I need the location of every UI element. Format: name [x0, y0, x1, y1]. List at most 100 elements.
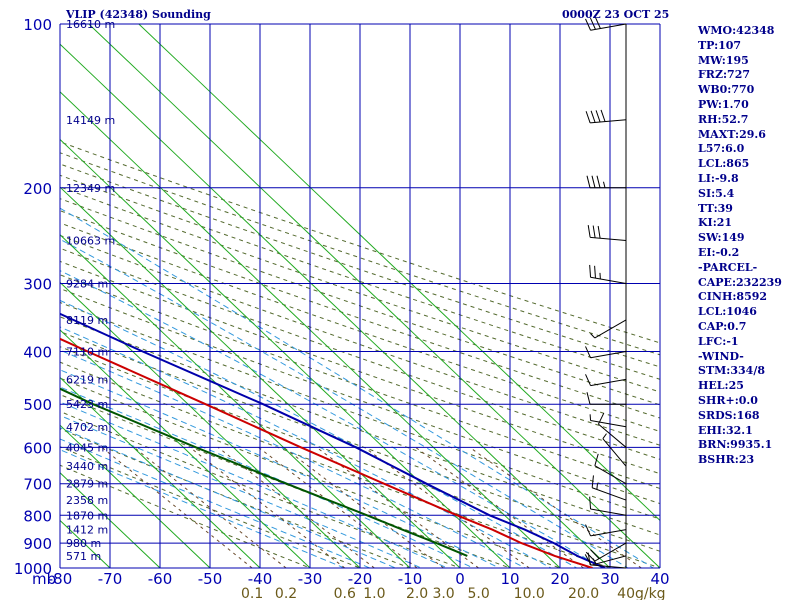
moist-adiabat — [60, 427, 397, 568]
dry-adiabat — [60, 428, 412, 568]
dry-adiabat — [60, 234, 660, 446]
wind-barb — [585, 109, 627, 124]
index-value: SW:149 — [698, 231, 745, 245]
moist-adiabat — [60, 207, 655, 568]
wind-barb-full — [586, 175, 591, 188]
pressure-tick-label: 800 — [23, 507, 52, 525]
mixing-ratio-label: 0.1 — [241, 586, 263, 600]
index-value: -WIND- — [698, 349, 744, 363]
pressure-labels: 100 200 300 400 500 600 700 800 900 1000 — [14, 16, 52, 578]
dewpoint-profile-line — [60, 387, 468, 557]
height-label: 9284 m — [66, 278, 108, 291]
index-value: CINH:8592 — [698, 290, 768, 304]
height-label: 2358 m — [66, 494, 108, 507]
height-label: 5423 m — [66, 398, 108, 411]
moist-adiabat — [60, 270, 604, 568]
wind-barb-staff — [590, 564, 627, 569]
parcel-profile-line — [60, 312, 606, 568]
wind-barb — [587, 225, 627, 241]
index-value: L57:6.0 — [698, 142, 745, 156]
mixing-ratio-labels: 0.1 0.2 0.6 1.0 2.0 3.0 5.0 10.0 20.0 40g/kg — [241, 586, 666, 600]
mixing-ratio-line — [364, 446, 530, 568]
wind-barb-staff — [590, 236, 627, 241]
temperature-tick-label: 0 — [455, 570, 465, 588]
index-value: HEL:25 — [698, 379, 744, 393]
mixing-ratio-label: 0.6 — [334, 586, 356, 600]
isotherm — [60, 472, 161, 568]
wind-barb-staff — [591, 555, 627, 566]
index-value: LI:-9.8 — [698, 171, 739, 185]
index-value: BRN:9935.1 — [698, 438, 773, 452]
height-label: 4702 m — [66, 421, 108, 434]
wind-barb-full — [590, 549, 600, 559]
temperature-tick-label: 40 — [650, 570, 669, 588]
pressure-unit-label: mb — [32, 570, 56, 588]
mixing-ratio-line — [415, 446, 584, 568]
wind-barb-full — [584, 554, 592, 566]
dry-adiabat — [60, 410, 462, 568]
index-value: LCL:1046 — [698, 305, 757, 319]
wind-barb-full — [594, 265, 596, 279]
height-label: 980 m — [66, 537, 101, 550]
index-value: BSHR:23 — [698, 453, 755, 467]
dry-adiabat — [60, 247, 660, 460]
wind-barb-full — [595, 110, 601, 123]
wind-barb — [585, 524, 627, 537]
wind-barb-full — [597, 225, 601, 239]
wind-barb — [594, 453, 627, 485]
wind-barb-full — [594, 17, 601, 29]
isotherm — [88, 24, 660, 568]
wind-barb-staff — [594, 319, 627, 339]
wind-barb — [585, 17, 627, 31]
pressure-tick-label: 600 — [23, 439, 52, 457]
pressure-tick-label: 500 — [23, 396, 52, 414]
temperature-tick-label: -20 — [348, 570, 373, 588]
isotherm — [138, 24, 660, 522]
index-value: STM:334/8 — [698, 364, 765, 378]
wind-barb-half — [590, 333, 596, 339]
wind-barb-full — [587, 225, 591, 238]
index-value: CAP:0.7 — [698, 319, 747, 333]
index-value: CAPE:232239 — [698, 275, 782, 289]
temperature-tick-label: -30 — [298, 570, 323, 588]
index-value: KI:21 — [698, 216, 733, 230]
mixing-ratio-label: 3.0 — [432, 586, 454, 600]
height-label: 14149 m — [66, 114, 115, 127]
height-label: 12349 m — [66, 182, 115, 195]
height-label: 3440 m — [66, 460, 108, 473]
wind-barb-full — [585, 524, 592, 537]
wind-barb-staff — [590, 529, 627, 537]
isotherm — [60, 329, 311, 568]
temperature-profile-line — [60, 337, 593, 568]
wind-barb — [602, 433, 627, 467]
index-value: FRZ:727 — [698, 68, 751, 82]
height-label: 7110 m — [66, 346, 108, 359]
wind-barb-full — [590, 110, 596, 123]
wind-barb-staff — [590, 351, 627, 359]
isotherm — [60, 233, 411, 568]
isotherm — [60, 376, 261, 568]
height-label: 16610 m — [66, 18, 115, 31]
mixing-ratio-label: 10.0 — [514, 586, 545, 600]
wind-barb — [590, 319, 627, 339]
temperature-tick-label: -40 — [248, 570, 273, 588]
index-value: SI:5.4 — [698, 186, 735, 200]
index-value: MAXT:29.6 — [698, 127, 766, 141]
wind-barb-full — [592, 225, 596, 238]
wind-barb — [586, 175, 626, 189]
pressure-tick-label: 700 — [23, 476, 52, 494]
station-title: VLIP (42348) Sounding — [66, 8, 211, 21]
wind-barb — [585, 374, 627, 387]
height-label: 6219 m — [66, 373, 108, 386]
temperature-tick-label: -60 — [148, 570, 173, 588]
isotherm — [60, 281, 361, 568]
height-label: 2879 m — [66, 478, 108, 491]
moist-adiabat — [60, 386, 475, 568]
index-value: LCL:865 — [698, 157, 750, 171]
temperature-labels: -80 -70 -60 -50 -40 -30 -20 -10 0 10 20 30 40 — [48, 570, 670, 588]
stability-indices-panel: WMO:42348 TP:107 MW:195 FRZ:727 WB0:770 PW:1.… — [698, 24, 798, 468]
moist-adiabat — [60, 414, 423, 568]
height-label: 10663 m — [66, 234, 115, 247]
index-value: SRDS:168 — [698, 408, 760, 422]
wind-barb — [586, 392, 626, 405]
